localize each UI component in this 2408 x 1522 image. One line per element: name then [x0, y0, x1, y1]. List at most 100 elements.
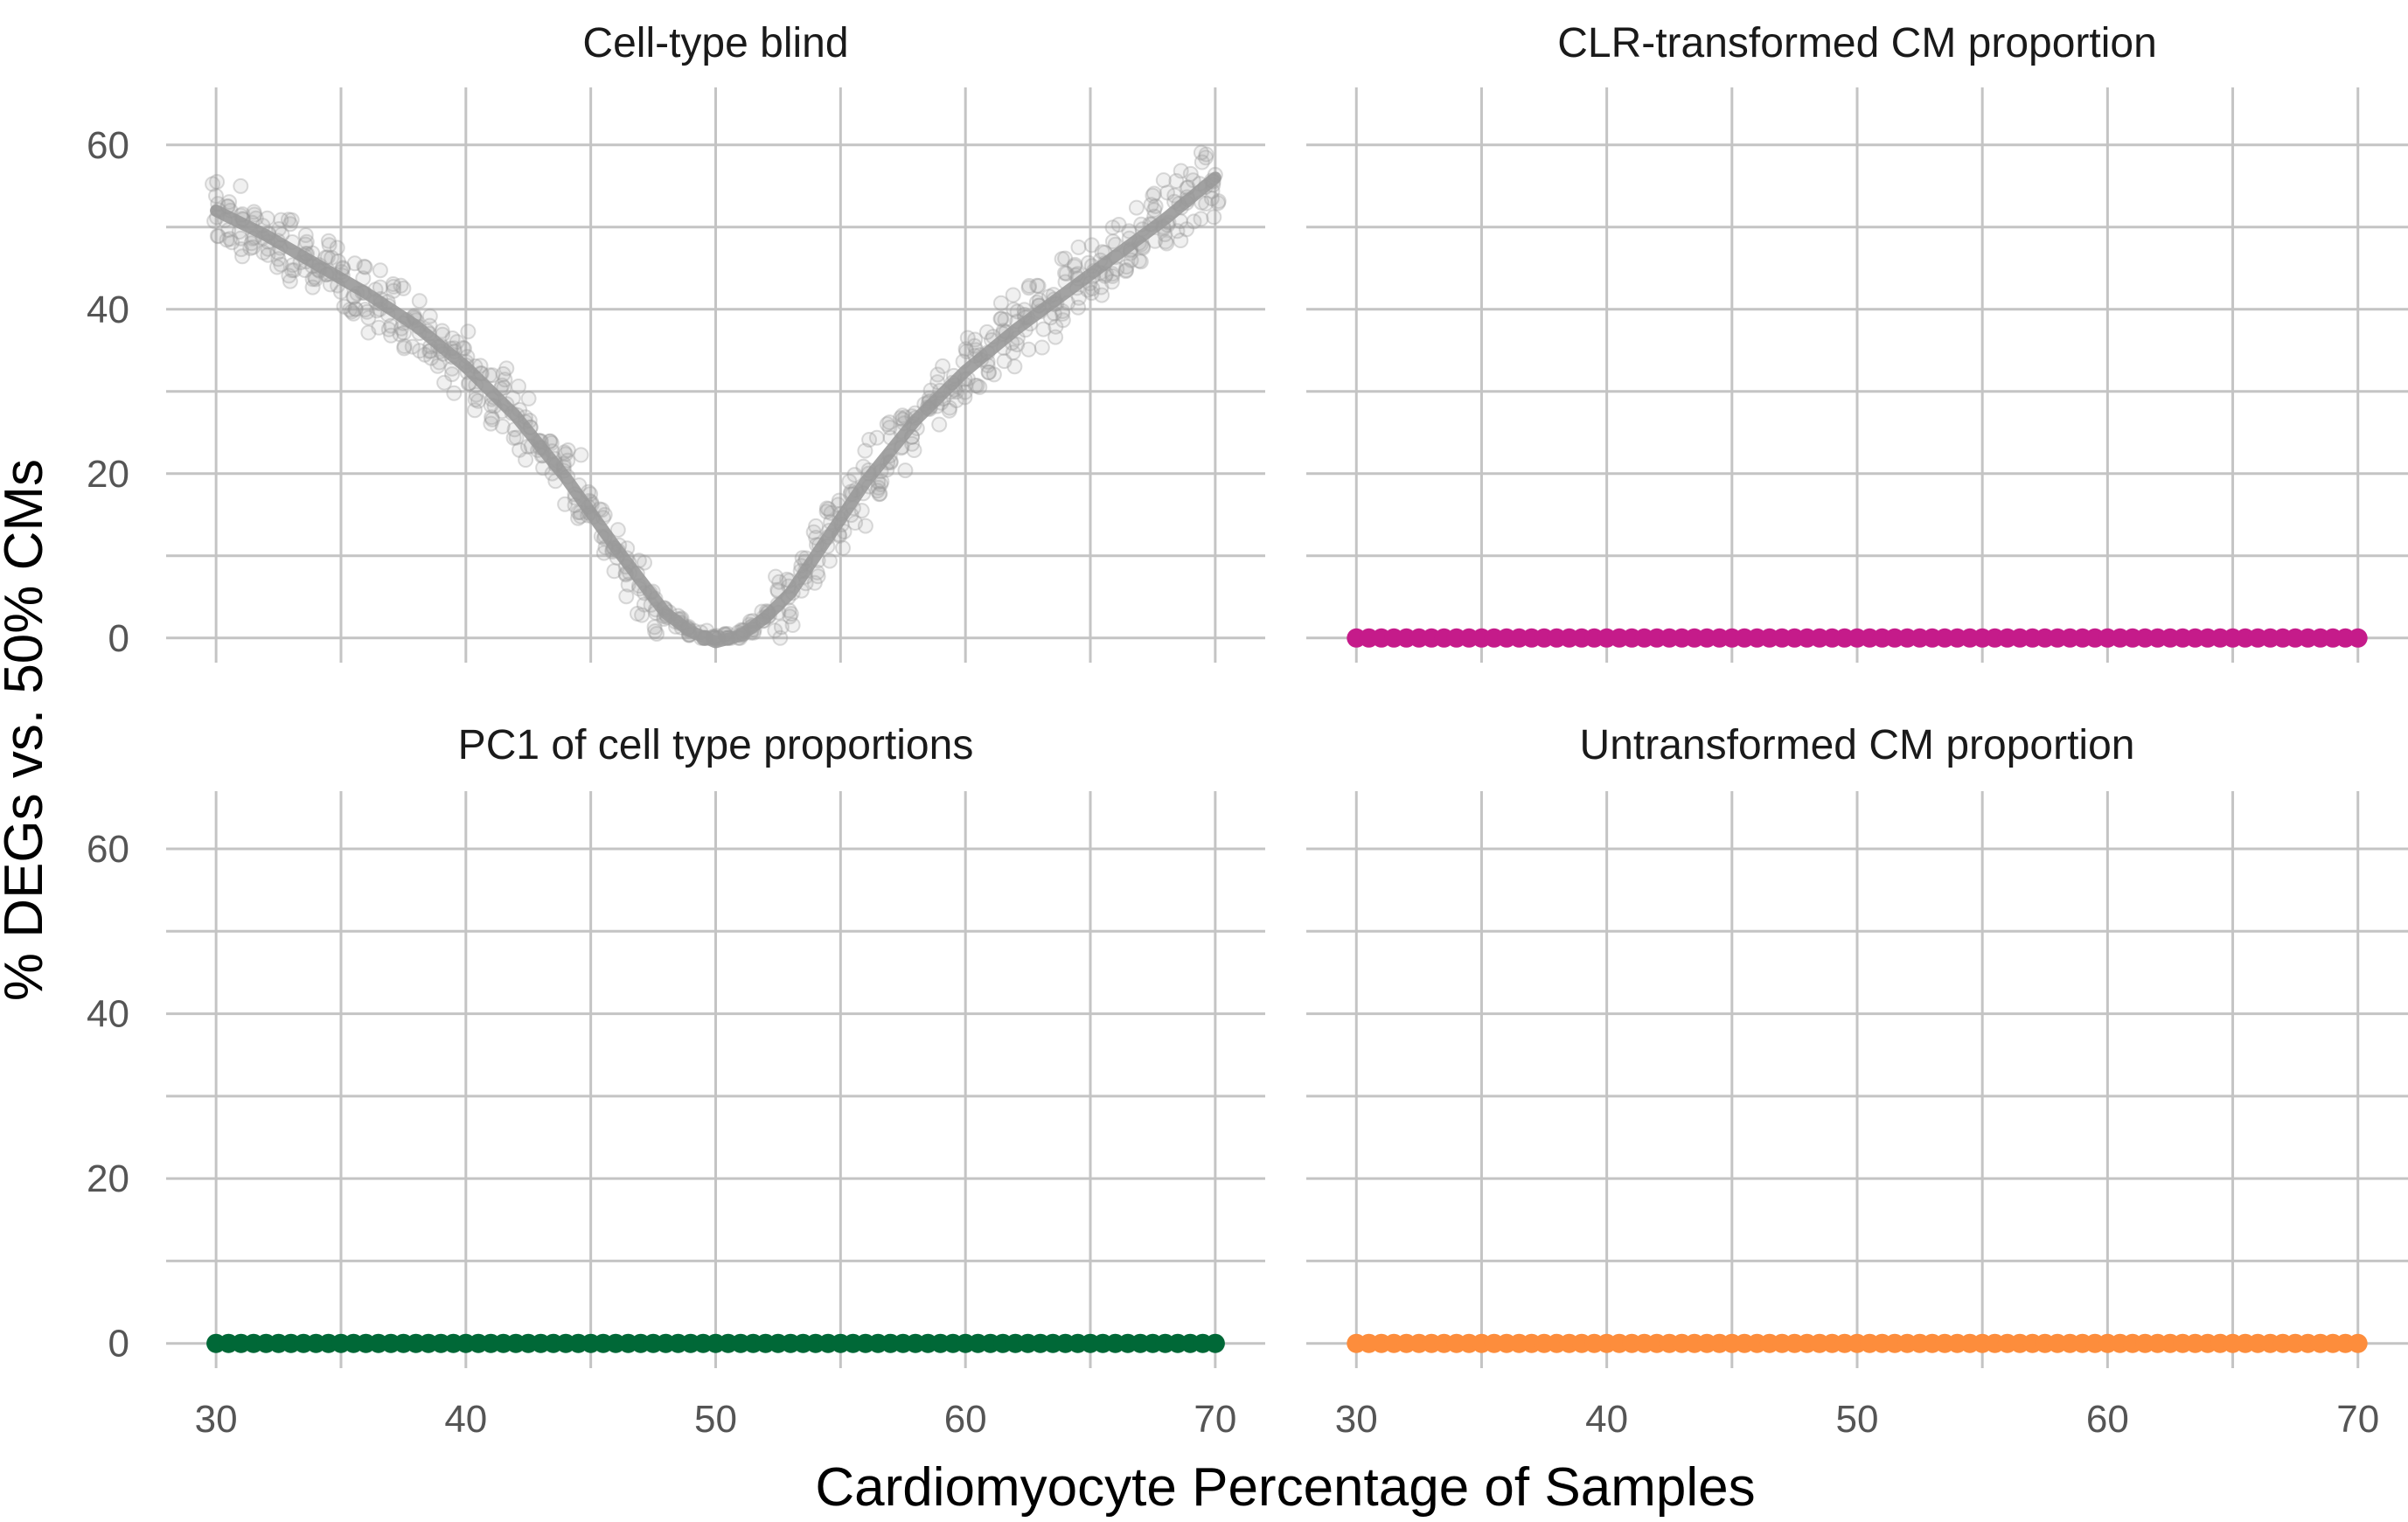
x-tick-label: 30: [1335, 1398, 1378, 1441]
data-point: [456, 340, 472, 357]
data-point: [847, 515, 864, 531]
data-point: [494, 377, 511, 393]
data-point: [395, 280, 412, 296]
data-point: [1067, 256, 1083, 273]
data-point: [1143, 197, 1159, 213]
data-point: [356, 258, 372, 275]
data-point: [805, 524, 822, 540]
data-point: [1203, 191, 1220, 206]
data-point: [996, 353, 1013, 370]
data-point: [1198, 146, 1214, 163]
x-tick-label: 30: [195, 1398, 238, 1441]
data-point: [1118, 259, 1135, 275]
data-point: [1159, 184, 1175, 201]
data-point: [1198, 195, 1214, 212]
data-point: [1009, 337, 1026, 353]
data-point: [396, 324, 412, 341]
data-point: [1047, 329, 1064, 345]
data-point: [1009, 303, 1026, 320]
data-point: [1157, 226, 1173, 243]
data-point: [436, 374, 453, 391]
data-point: [329, 240, 345, 256]
data-point: [810, 568, 826, 585]
x-tick-label: 40: [1585, 1398, 1628, 1441]
data-point: [495, 365, 512, 382]
data-point: [620, 576, 637, 593]
data-point: [1147, 198, 1164, 214]
data-point: [772, 629, 789, 646]
x-tick-label: 60: [944, 1398, 987, 1441]
x-tick-label: 40: [444, 1398, 487, 1441]
data-point: [468, 386, 484, 403]
data-point: [931, 416, 948, 433]
data-point: [1070, 239, 1087, 255]
data-point: [1147, 233, 1163, 249]
data-point: [324, 249, 340, 266]
data-point: [1020, 341, 1037, 358]
x-axis-title: Cardiomyocyte Percentage of Samples: [815, 1457, 1755, 1518]
data-point: [646, 619, 663, 636]
facet-panels: Cell-type blind CLR-transformed CM propor…: [166, 20, 2408, 1368]
facet-title: PC1 of cell type proportions: [458, 722, 974, 768]
facet-title: Cell-type blind: [582, 20, 848, 66]
data-point: [1168, 173, 1185, 189]
data-point: [846, 467, 863, 483]
data-point: [782, 608, 798, 625]
data-point: [557, 446, 574, 462]
data-point: [637, 554, 652, 571]
data-point: [1021, 278, 1038, 294]
data-point: [1193, 144, 1209, 161]
data-point: [769, 581, 786, 598]
data-point: [1169, 223, 1186, 240]
data-point: [1210, 195, 1226, 212]
data-point: [783, 606, 799, 622]
data-point: [496, 379, 512, 396]
data-point: [557, 496, 574, 512]
data-point: [512, 441, 528, 458]
data-point: [971, 379, 988, 395]
data-point: [1057, 250, 1074, 267]
data-point: [243, 235, 260, 252]
data-point: [857, 442, 873, 459]
facet-panel: Untransformed CM proportion: [1306, 722, 2408, 1368]
data-point: [881, 414, 898, 431]
data-point: [321, 237, 338, 254]
data-point: [470, 393, 486, 409]
data-point: [871, 486, 887, 503]
data-point: [1194, 154, 1210, 170]
data-point: [283, 212, 300, 228]
data-point: [386, 282, 401, 299]
data-point: [1193, 211, 1209, 227]
data-point: [357, 302, 373, 318]
data-point: [636, 596, 652, 613]
data-point: [853, 503, 870, 519]
data-point: [284, 257, 301, 274]
data-point: [308, 271, 324, 288]
data-point: [618, 588, 635, 605]
x-tick-label: 60: [2086, 1398, 2129, 1441]
data-point: [444, 366, 460, 383]
data-point: [1104, 268, 1121, 284]
data-point: [511, 379, 526, 394]
data-point: [421, 308, 438, 324]
data-point: [1173, 233, 1189, 248]
data-point: [1166, 187, 1183, 204]
data-point: [784, 617, 801, 633]
data-point: [286, 262, 303, 279]
data-point: [857, 518, 873, 534]
data-point: [404, 338, 421, 355]
data-point: [929, 374, 946, 391]
data-point: [330, 254, 346, 270]
data-point: [841, 473, 858, 490]
facet-title: Untransformed CM proportion: [1580, 722, 2135, 768]
data-point: [967, 378, 984, 393]
data-point: [781, 602, 797, 619]
data-point: [396, 340, 413, 357]
data-point: [360, 309, 377, 326]
data-point: [371, 319, 387, 336]
facet-panel: Cell-type blind: [166, 20, 1265, 663]
data-point: [304, 279, 321, 295]
data-point: [861, 432, 878, 448]
data-point: [269, 259, 285, 275]
data-point: [818, 504, 835, 520]
